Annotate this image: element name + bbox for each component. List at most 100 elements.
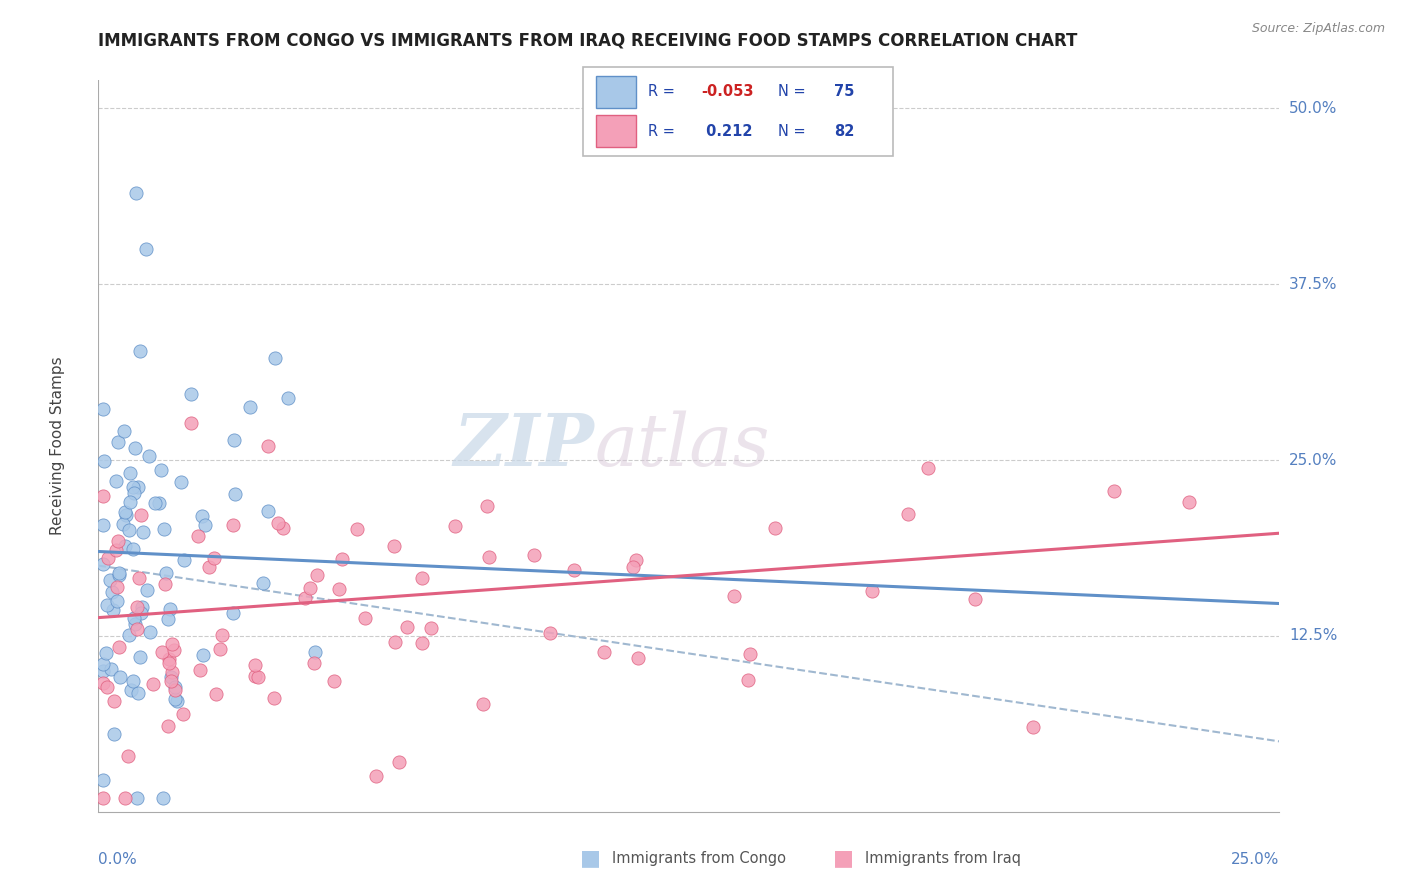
Point [104,542,127,557]
Point [277,392,299,406]
Point [304,644,326,658]
Point [194,517,217,532]
Point [273,521,295,535]
Point [246,670,269,684]
Point [120,682,142,697]
Point [157,719,180,733]
Point [97,551,120,566]
Text: 0.0%: 0.0% [98,852,138,867]
Point [170,475,193,489]
Point [98,573,121,587]
Text: ■: ■ [834,848,853,868]
Point [129,344,152,359]
Point [122,610,145,624]
Point [112,424,135,438]
Point [626,553,648,567]
Point [91,790,114,805]
Text: Receiving Food Stamps: Receiving Food Stamps [49,357,65,535]
Point [224,486,246,500]
Point [108,567,131,582]
Point [208,641,231,656]
Point [472,697,495,711]
Point [150,463,173,477]
Point [145,495,167,509]
Point [202,551,225,566]
Point [96,680,118,694]
Text: N =: N = [779,85,811,99]
Point [93,453,115,467]
Point [623,560,645,574]
Point [155,566,177,581]
Point [222,607,245,621]
Point [91,517,114,532]
Point [157,652,180,666]
Point [346,522,368,536]
Point [117,628,139,642]
Point [122,486,145,500]
Point [257,438,280,452]
Point [396,620,419,634]
Point [125,186,148,200]
Point [444,519,467,533]
Point [152,790,174,805]
Point [96,646,118,660]
Point [252,576,274,591]
Point [153,577,176,591]
Point [129,606,152,620]
Point [1102,483,1125,498]
Point [328,582,350,596]
Text: R =: R = [648,124,681,138]
Point [190,509,212,524]
Point [523,548,546,562]
Point [322,674,344,689]
Bar [596,76,636,108]
Point [114,508,136,523]
Point [211,628,233,642]
Point [627,651,650,665]
Point [132,525,155,540]
Point [222,518,245,533]
Point [723,590,745,604]
Point [160,636,183,650]
Point [103,727,125,741]
Point [738,648,761,662]
Text: IMMIGRANTS FROM CONGO VS IMMIGRANTS FROM IRAQ RECEIVING FOOD STAMPS CORRELATION : IMMIGRANTS FROM CONGO VS IMMIGRANTS FROM… [98,31,1078,49]
Point [763,521,786,535]
Text: 75: 75 [834,85,855,99]
Point [121,479,143,493]
Point [917,460,939,475]
Point [302,656,325,670]
Point [121,674,143,689]
Point [166,694,188,708]
Point [127,480,149,494]
Point [125,790,148,805]
Point [478,549,501,564]
Point [382,540,405,554]
Point [190,663,212,677]
Text: Source: ZipAtlas.com: Source: ZipAtlas.com [1251,22,1385,36]
Point [224,433,246,447]
Point [160,665,183,680]
Point [135,242,157,256]
Point [263,691,285,706]
Point [152,522,174,536]
Bar [596,115,636,147]
Point [91,657,114,671]
Point [91,557,114,571]
Point [118,495,141,509]
Point [129,649,152,664]
Point [245,668,267,682]
Point [124,616,146,631]
Point [114,506,136,520]
Point [122,542,145,557]
Point [354,610,377,624]
Point [298,582,321,596]
Text: Immigrants from Congo: Immigrants from Congo [612,851,786,865]
Text: 25.0%: 25.0% [1289,452,1337,467]
Point [125,622,148,636]
Point [332,551,354,566]
Point [105,474,128,488]
Point [107,435,129,450]
Point [108,566,131,581]
Point [96,599,118,613]
